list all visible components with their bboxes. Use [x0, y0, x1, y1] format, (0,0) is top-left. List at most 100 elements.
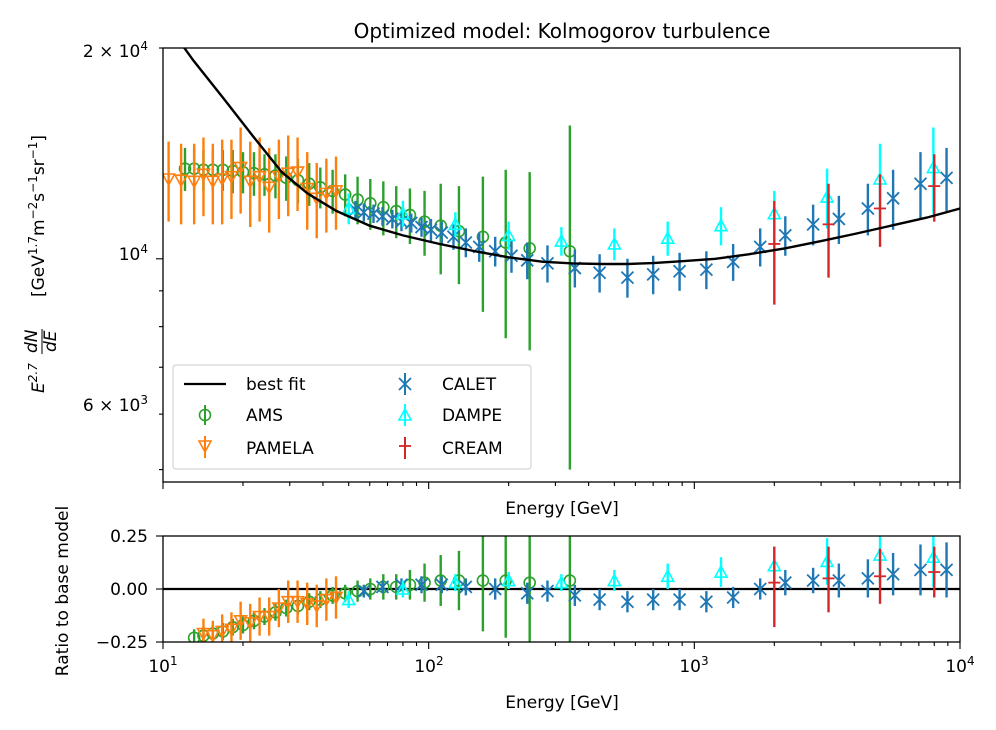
- legend-entry-ams: AMS: [198, 405, 283, 426]
- main-calet-point-11: [459, 228, 473, 258]
- ratio-pamela-point-2: [214, 614, 230, 642]
- main-calet-point-31: [939, 147, 954, 212]
- xtick-label-100: 102: [414, 654, 443, 677]
- ratio-calet-point-20: [861, 559, 875, 598]
- ratio-calet-point-19: [832, 563, 846, 598]
- legend-entry-calet: CALET: [398, 373, 497, 395]
- ratio-cream-point-3: [928, 546, 941, 598]
- main-dampe-point-4: [554, 227, 569, 256]
- ratio-pamela-point-13: [319, 578, 334, 621]
- ratio-dampe-point-5: [607, 569, 622, 592]
- main-calet-point-4: [385, 209, 399, 229]
- best-fit-line: [182, 48, 960, 266]
- xtick-label-1000: 103: [679, 654, 708, 677]
- ratio-y-ticks: [156, 535, 163, 643]
- legend-box: [172, 364, 532, 470]
- ratio-calet-point-12: [646, 589, 660, 611]
- ratio-dampe-point-4: [554, 574, 569, 592]
- main-calet-point-8: [424, 218, 438, 242]
- ratio-x-ticks: [162, 642, 961, 649]
- svg-text:DAMPE: DAMPE: [442, 406, 502, 426]
- ratio-ams-point-25: [523, 536, 536, 642]
- svg-text:dE: dE: [41, 330, 61, 352]
- ratio-pamela-point-1: [205, 620, 221, 642]
- main-pamela-point-8: [242, 141, 258, 228]
- ratio-panel: 0.25 0.00 −0.25 101 102 103 104 Energy […: [53, 506, 975, 713]
- ratio-calet-point-8: [540, 580, 555, 602]
- main-series-dampe: [341, 127, 941, 261]
- ratio-calet-point-3: [414, 576, 429, 594]
- main-series-calet: [348, 147, 954, 298]
- svg-text:AMS: AMS: [246, 406, 283, 426]
- main-ams-point-16: [351, 176, 364, 225]
- ratio-calet-point-1: [375, 580, 390, 594]
- main-y-axis-label: E2.7 dN dE [GeV1.7m−2s−1sr−1]: [22, 135, 61, 393]
- main-dampe-point-7: [713, 207, 729, 246]
- ratio-calet-point-14: [699, 591, 714, 613]
- legend-entry-best-fit: best fit: [184, 375, 306, 395]
- main-pamela-point-9: [252, 137, 267, 222]
- main-pamela-point-3: [196, 137, 211, 217]
- main-calet-point-24: [753, 228, 767, 267]
- main-cream-point-0: [768, 200, 781, 305]
- main-dampe-point-9: [819, 168, 835, 229]
- ratio-calet-point-5: [459, 578, 473, 596]
- ratio-cream-point-2: [874, 548, 887, 604]
- ratio-pamela-point-9: [280, 580, 296, 623]
- ratio-calet-point-6: [488, 578, 502, 600]
- svg-text:best fit: best fit: [246, 375, 306, 395]
- ratio-calet-point-21: [886, 552, 900, 596]
- ratio-calet-point-16: [753, 578, 767, 600]
- ratio-calet-point-13: [672, 589, 687, 611]
- chart-title: Optimized model: Kolmogorov turbulence: [354, 19, 771, 43]
- ratio-calet-point-17: [778, 569, 792, 596]
- ratio-cream-point-1: [822, 546, 835, 613]
- ratio-x-axis-label: Energy [GeV]: [505, 693, 618, 713]
- ratio-dampe-point-1: [395, 580, 411, 598]
- main-dampe-point-0: [341, 193, 357, 225]
- svg-text:PAMELA: PAMELA: [246, 439, 314, 459]
- main-series-cream: [768, 154, 941, 305]
- ratio-cream-point-0: [768, 546, 781, 628]
- main-pamela-point-16: [319, 158, 334, 233]
- main-calet-point-14: [504, 239, 519, 273]
- main-calet-point-9: [435, 221, 449, 244]
- main-dampe-point-5: [607, 228, 622, 261]
- xtick-label-10000: 104: [945, 654, 974, 677]
- main-ams-point-6: [236, 152, 250, 194]
- ratio-pamela-point-5: [242, 603, 258, 642]
- ratio-ytick-label-zero: 0.00: [110, 580, 148, 600]
- ratio-calet-point-18: [806, 567, 820, 594]
- main-calet-point-27: [832, 195, 846, 244]
- main-calet-point-18: [592, 254, 607, 293]
- ratio-pamela-point-12: [309, 584, 325, 628]
- svg-text:dN: dN: [22, 329, 42, 353]
- main-pamela-point-4: [205, 143, 221, 225]
- main-calet-point-19: [620, 258, 635, 298]
- main-calet-point-26: [806, 204, 820, 246]
- main-calet-point-20: [646, 255, 660, 295]
- ratio-y-axis-label: Ratio to base model: [53, 506, 73, 676]
- ratio-series-calet: [357, 542, 954, 613]
- main-pamela-point-14: [299, 152, 315, 230]
- ratio-pamela-point-7: [261, 597, 277, 636]
- main-pamela-point-17: [328, 156, 344, 230]
- ratio-calet-point-10: [592, 589, 607, 611]
- ratio-series-pamela: [196, 576, 344, 642]
- main-pamela-point-1: [173, 143, 189, 225]
- main-axes-frame: [162, 47, 961, 483]
- main-calet-point-30: [913, 152, 928, 219]
- ratio-plot-marks: [163, 536, 960, 642]
- main-calet-point-22: [699, 251, 714, 290]
- ratio-pamela-point-4: [233, 601, 248, 640]
- main-dampe-point-3: [501, 221, 516, 250]
- main-x-axis-label: Energy [GeV]: [505, 499, 618, 519]
- main-calet-point-28: [861, 183, 875, 236]
- ratio-pamela-point-3: [224, 612, 239, 642]
- ratio-dampe-point-0: [341, 591, 357, 609]
- main-series-pamela: [163, 127, 344, 239]
- legend-entry-pamela: PAMELA: [197, 436, 314, 459]
- ratio-pamela-point-0: [196, 618, 211, 642]
- ratio-ams-point-0: [187, 629, 201, 642]
